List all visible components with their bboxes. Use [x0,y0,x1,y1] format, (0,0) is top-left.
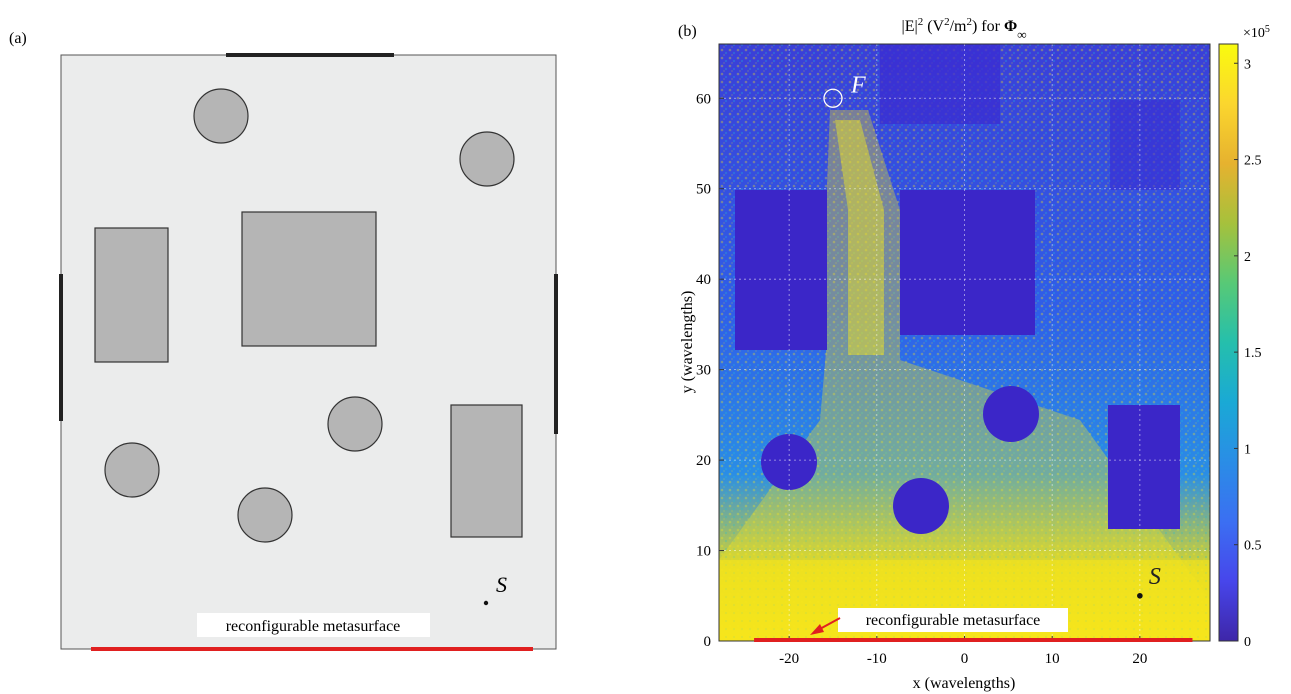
shadow-circle [761,434,817,490]
focus-marker [823,88,843,108]
y-tick-label: 10 [696,544,711,560]
y-tick-label: 50 [696,182,711,198]
x-tick-label: -20 [779,651,799,667]
panel-b-label: (b) [678,23,697,40]
shadow-rect [735,190,827,350]
panel-a-label: (a) [9,30,27,47]
colorbar [1218,43,1239,642]
obstacle-circle [104,442,160,498]
panel-b-field-map: (b) |E|2 (V2/m2) for Φ∞ -20 -10 0 10 20 [678,16,1270,692]
shadow-circle [893,478,949,534]
colorbar-tick-label: 2.5 [1244,154,1262,169]
y-tick-label: 60 [696,91,711,107]
metasurface-label-b: reconfigurable metasurface [866,612,1041,629]
focused-beam-core [835,120,884,355]
x-axis-ticks: -20 -10 0 10 20 [779,636,1147,667]
shadow-rect [1108,405,1180,529]
source-dot-a [483,600,489,606]
obstacle-circle [193,88,249,144]
obstacle-circle [459,131,515,187]
colorbar-multiplier: ×105 [1243,24,1270,42]
colorbar-tick-label: 2 [1244,250,1251,265]
obstacle-rect-left [94,227,169,363]
metasurface-label-bg-b [838,608,1068,632]
x-tick-label: -10 [867,651,887,667]
focused-beam [719,110,1210,641]
obstacle-circle [327,396,383,452]
colorbar-tick-label: 3 [1244,57,1251,72]
colorbar-ticks: 0 0.5 1 1.5 2 2.5 3 [1234,57,1262,650]
colorbar-tick-label: 0.5 [1244,539,1262,554]
x-axis-label: x (wavelengths) [913,675,1016,692]
x-tick-label: 20 [1132,651,1147,667]
x-tick-label: 10 [1045,651,1060,667]
obstacle-rect-right [450,404,523,538]
y-tick-label: 30 [696,363,711,379]
colorbar-tick-label: 1.5 [1244,346,1262,361]
source-label-b: S [1149,564,1161,590]
y-tick-label: 40 [696,272,711,288]
focus-label: F [850,72,866,98]
chart-markers: FS [754,72,1193,642]
colorbar-tick-label: 0 [1244,635,1251,650]
field-heatmap [719,44,1210,641]
obstacle-rect-center [241,211,377,347]
shadow-rect [880,44,1000,124]
source-dot-b [1137,592,1143,599]
x-tick-label: 0 [961,651,969,667]
chart-title: |E|2 (V2/m2) for Φ∞ [902,16,1027,42]
colorbar-tick-label: 1 [1244,442,1251,457]
y-tick-label: 20 [696,453,711,469]
y-axis-label: y (wavelengths) [679,291,696,394]
shadow-circle [983,386,1039,442]
shadow-rect [900,190,1035,335]
metasurface-arrow-head [810,624,824,635]
panel-a-room-layout: (a) S reconfigurable metasurface [9,30,558,651]
source-label-a: S [496,572,507,597]
shadow-rect [1110,100,1180,190]
y-axis-ticks: 0 10 20 30 40 50 60 [696,91,724,650]
metasurface-label-bg-a [197,613,430,637]
metasurface-label-a: reconfigurable metasurface [226,618,401,635]
obstacle-circle [237,487,293,543]
y-tick-label: 0 [704,634,712,650]
